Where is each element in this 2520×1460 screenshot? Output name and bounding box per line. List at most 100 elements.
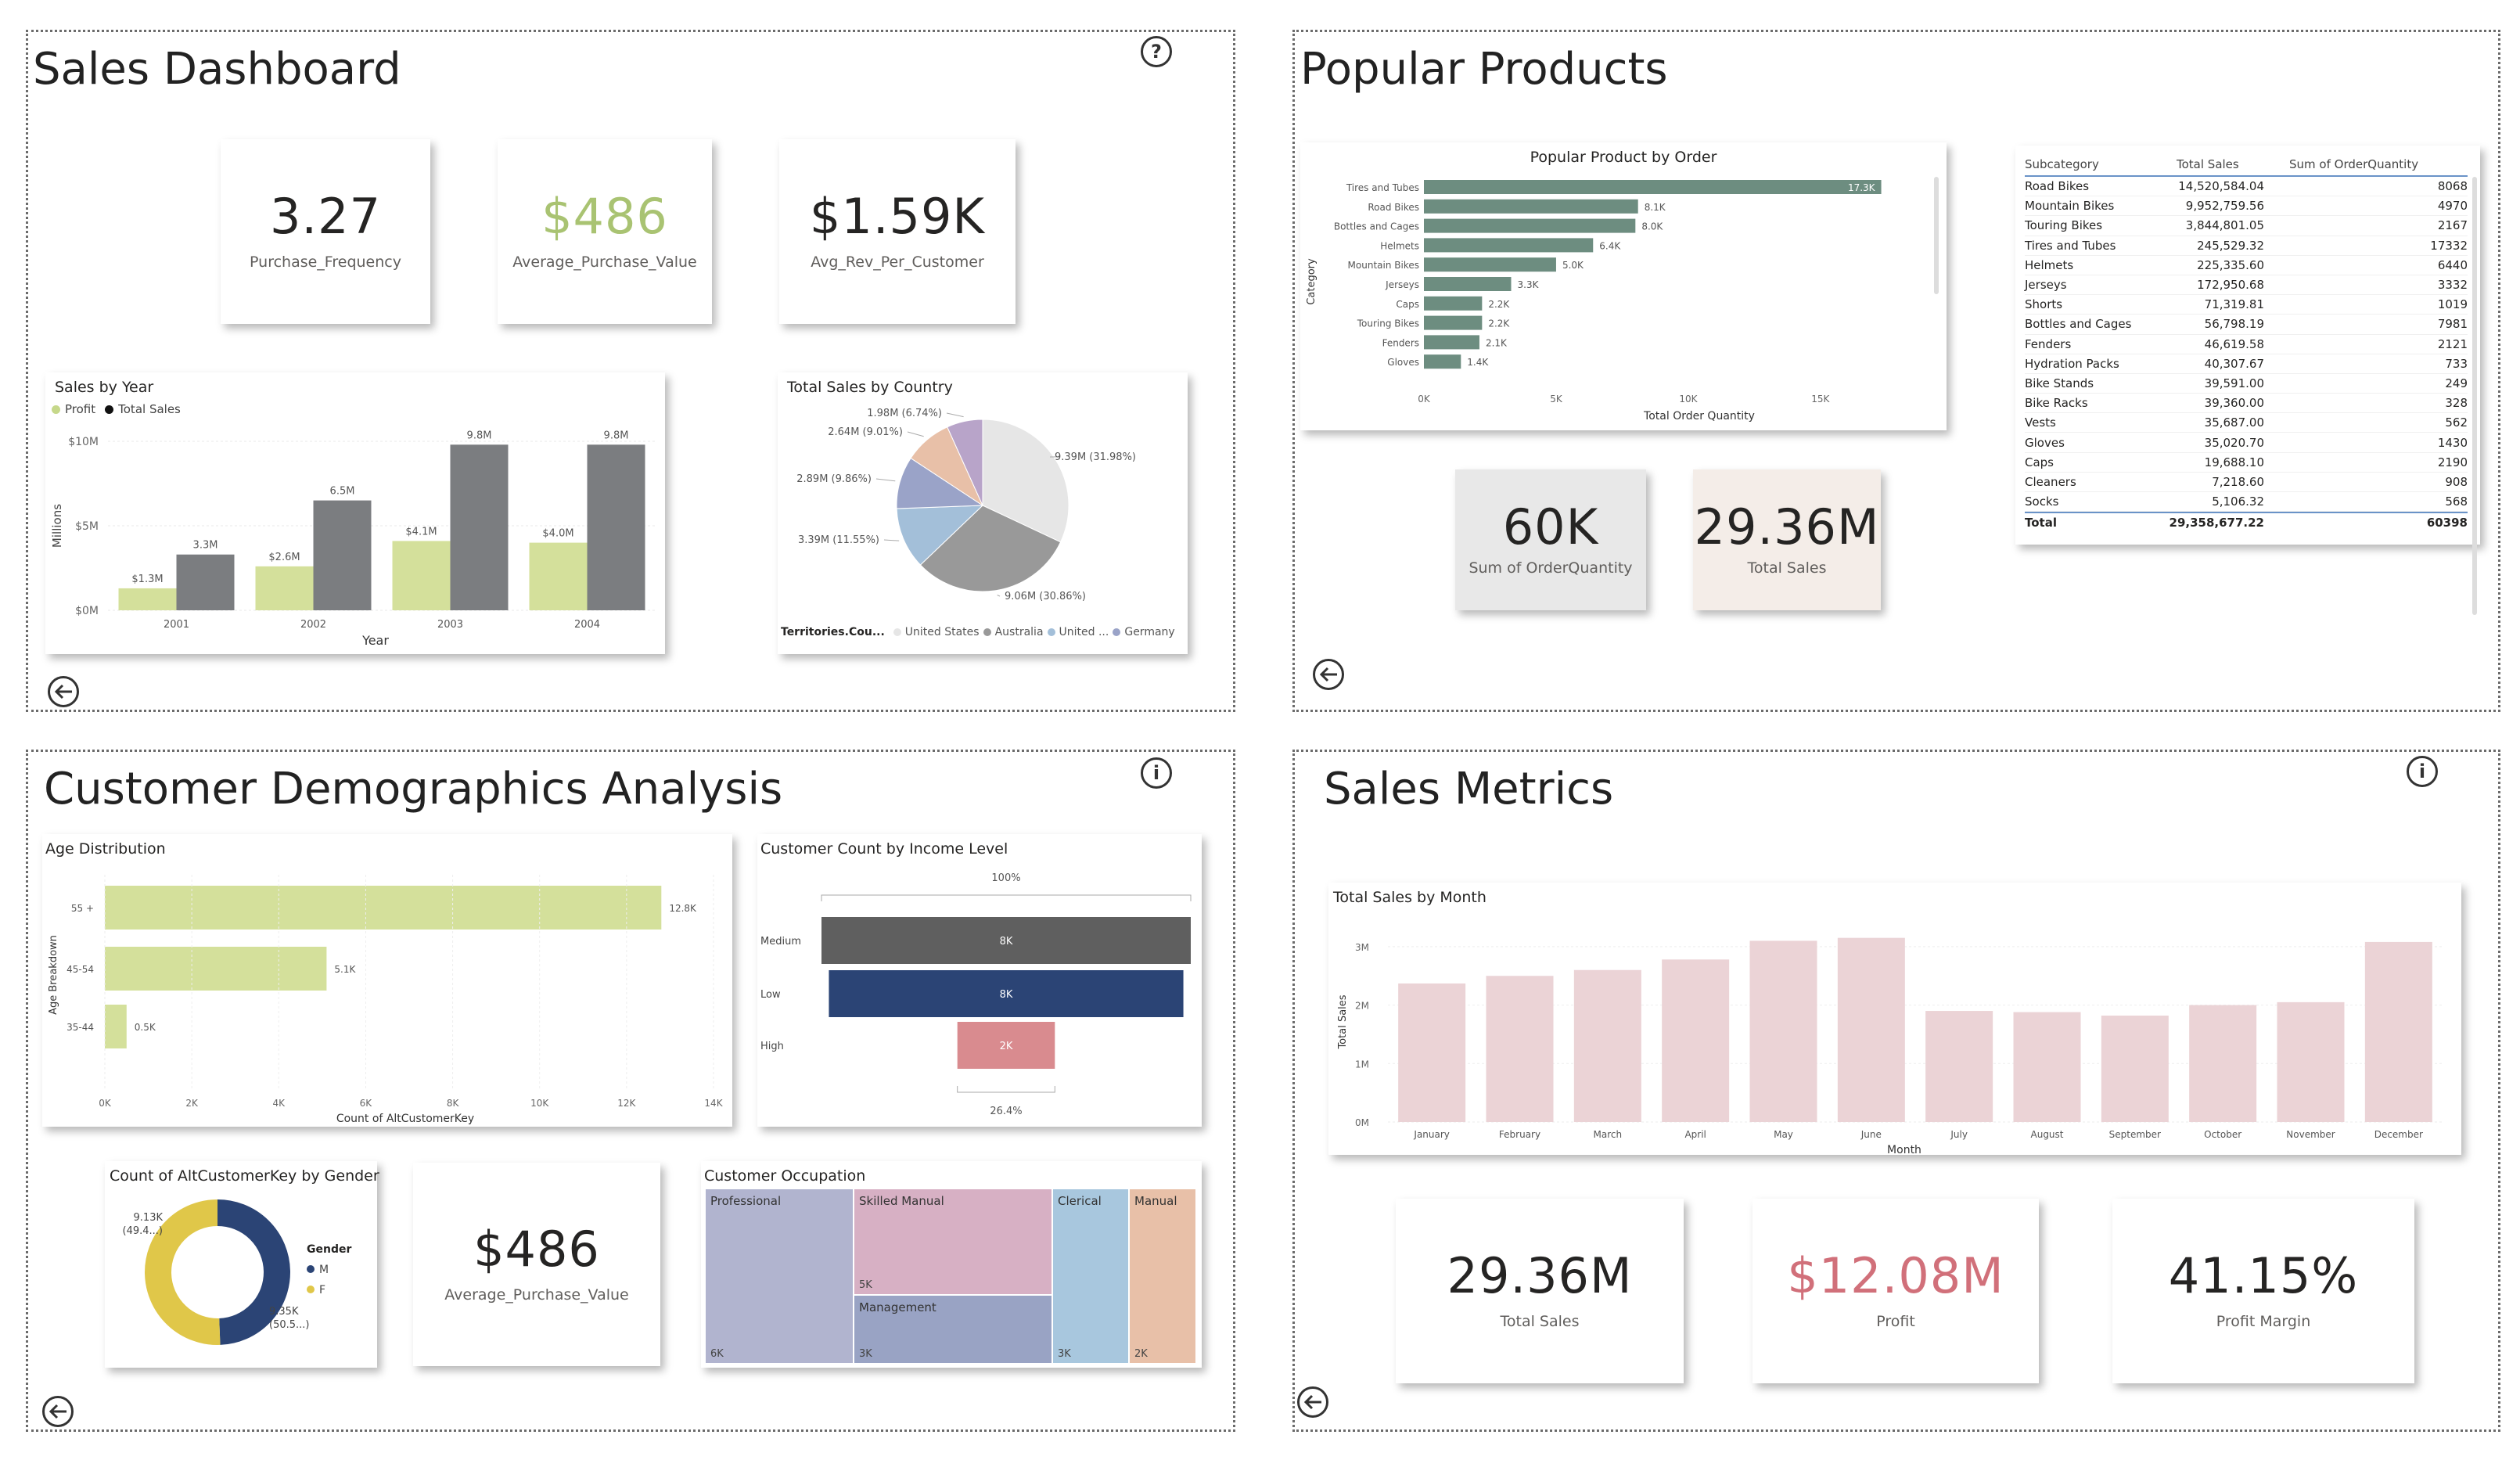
- table-cell: 328: [2445, 396, 2468, 411]
- table-scrollbar[interactable]: [2472, 177, 2477, 615]
- table-cell: 29,358,677.22: [2169, 515, 2264, 530]
- data-label: $1.3M: [131, 574, 163, 585]
- treemap-body: Professional 6K Skilled Manual 5K Management…: [706, 1189, 1195, 1363]
- kpi-card-average-purchase-value-2: $486 Average_Purchase_Value: [413, 1163, 660, 1366]
- tile-value: 2K: [1134, 1348, 1148, 1360]
- data-label: 5.1K: [334, 964, 356, 975]
- tile-value: 3K: [859, 1348, 872, 1360]
- sales-dashboard-panel: [26, 30, 1235, 712]
- chart-title: Count of AltCustomerKey by Gender: [110, 1167, 379, 1185]
- x-tick-label: 2004: [574, 619, 600, 631]
- table-row[interactable]: Gloves 35,020.70 1430: [2025, 433, 2468, 453]
- data-label: 6.5M: [330, 486, 355, 498]
- table-row[interactable]: Socks 5,106.32 568: [2025, 492, 2468, 512]
- info-icon[interactable]: i: [1141, 757, 1172, 789]
- customer-count-by-income-chart[interactable]: Customer Count by Income Level 100% Mediu…: [757, 834, 1202, 1127]
- bar: [105, 947, 327, 991]
- back-arrow-icon[interactable]: [42, 1396, 74, 1427]
- category-label: Gloves: [1387, 357, 1419, 368]
- income-funnel-plot: 100% Medium 8K Low 8K High 2K 26.4%: [760, 872, 1192, 1117]
- legend-dot: [307, 1286, 315, 1293]
- legend-label: Germany: [1124, 626, 1175, 638]
- x-tick-label: 2003: [437, 619, 463, 631]
- y-axis-label: Category: [1306, 258, 1318, 305]
- subcategory-table[interactable]: Subcategory Total Sales Sum of OrderQuan…: [2015, 146, 2480, 615]
- table-cell: Tires and Tubes: [2025, 238, 2116, 253]
- treemap-tile[interactable]: Skilled Manual 5K: [854, 1189, 1051, 1294]
- table-row[interactable]: Bottles and Cages 56,798.19 7981: [2025, 315, 2468, 335]
- legend-label: United ...: [1059, 626, 1109, 638]
- sales-by-year-chart[interactable]: Sales by Year Profit Total Sales $0M $5M $…: [45, 372, 665, 654]
- help-icon[interactable]: ?: [1141, 36, 1172, 67]
- info-icon[interactable]: i: [2407, 756, 2438, 787]
- legend-dot: [1113, 628, 1121, 636]
- y-tick-label: 0M: [1355, 1117, 1369, 1128]
- column-header[interactable]: Total Sales: [2177, 157, 2239, 171]
- leader-line: [875, 478, 896, 482]
- treemap-tile[interactable]: Professional 6K: [706, 1189, 853, 1363]
- table-row[interactable]: Mountain Bikes 9,952,759.56 4970: [2025, 196, 2468, 217]
- table-cell: Gloves: [2025, 435, 2065, 450]
- table-row[interactable]: Vests 35,687.00 562: [2025, 413, 2468, 433]
- table-row[interactable]: Tires and Tubes 245,529.32 17332: [2025, 236, 2468, 256]
- table-row[interactable]: Fenders 46,619.58 2121: [2025, 335, 2468, 354]
- funnel-bottom-label: 26.4%: [990, 1106, 1022, 1117]
- column-header[interactable]: Sum of OrderQuantity: [2289, 157, 2419, 171]
- table-row[interactable]: Hydration Packs 40,307.67 733: [2025, 354, 2468, 374]
- table-cell: 17332: [2430, 238, 2468, 253]
- kpi-label: Avg_Rev_Per_Customer: [811, 254, 984, 271]
- table-cell: 71,319.81: [2204, 297, 2264, 312]
- table-row[interactable]: Caps 19,688.10 2190: [2025, 453, 2468, 473]
- back-arrow-icon[interactable]: [48, 676, 79, 707]
- category-label: Fenders: [1382, 337, 1419, 348]
- x-tick-label: 10K: [530, 1098, 549, 1109]
- legend-label: Profit: [65, 402, 96, 416]
- kpi-label: Profit: [1876, 1313, 1915, 1330]
- leader-line: [883, 539, 900, 541]
- age-distribution-chart[interactable]: Age Distribution 55 + 12.8K 45-54 5.1K 35-44…: [42, 834, 732, 1127]
- popular-product-by-order-chart[interactable]: Popular Product by Order Tires and Tubes…: [1300, 142, 1947, 430]
- data-label: 9.8M: [604, 430, 629, 441]
- table-row[interactable]: Road Bikes 14,520,584.04 8068: [2025, 177, 2468, 197]
- treemap-tile[interactable]: Manual 2K: [1130, 1189, 1195, 1363]
- donut-slice-m: [217, 1199, 290, 1345]
- total-sales-by-country-chart[interactable]: Total Sales by Country 9.39M (31.98%) 9.0…: [778, 372, 1188, 654]
- chart-title: Total Sales by Country: [787, 379, 953, 396]
- tile-value: 5K: [859, 1279, 872, 1291]
- table-row[interactable]: Jerseys 172,950.68 3332: [2025, 275, 2468, 296]
- gender-donut-chart[interactable]: Count of AltCustomerKey by Gender 9.13K …: [105, 1161, 379, 1368]
- table-cell: 35,020.70: [2204, 435, 2264, 450]
- table-row[interactable]: Bike Racks 39,360.00 328: [2025, 394, 2468, 414]
- legend-dot-total-sales: [105, 405, 114, 414]
- sales-metrics-panel: [1292, 750, 2500, 1432]
- treemap-tile[interactable]: Management 3K: [854, 1296, 1051, 1363]
- table-row[interactable]: Bike Stands 39,591.00 249: [2025, 374, 2468, 394]
- x-tick-label: 2001: [164, 619, 189, 631]
- total-sales-by-month-chart[interactable]: Total Sales by Month 0M 1M 2M 3M Total Sales…: [1328, 883, 2461, 1155]
- x-tick-label: 14K: [704, 1098, 723, 1109]
- table-row[interactable]: Shorts 71,319.81 1019: [2025, 295, 2468, 315]
- kpi-value: $12.08M: [1787, 1247, 2004, 1304]
- back-arrow-icon[interactable]: [1297, 1386, 1328, 1418]
- bar: [1573, 969, 1641, 1122]
- data-label: 8.0K: [1641, 221, 1663, 232]
- data-label: 3.3M: [193, 540, 218, 552]
- table-row[interactable]: Cleaners 7,218.60 908: [2025, 473, 2468, 492]
- x-tick-label: 0K: [1418, 394, 1431, 405]
- bar: [2277, 1002, 2345, 1122]
- treemap-tile[interactable]: Clerical 3K: [1053, 1189, 1128, 1363]
- bar-profit: [529, 542, 588, 610]
- data-label: 9.8M: [467, 430, 492, 441]
- y-axis-label: Total Sales: [1337, 994, 1349, 1049]
- table-row[interactable]: Touring Bikes 3,844,801.05 2167: [2025, 216, 2468, 236]
- customer-occupation-treemap[interactable]: Customer Occupation Professional 6K Skille…: [701, 1161, 1202, 1368]
- kpi-value: 60K: [1502, 498, 1599, 556]
- bar: [1424, 335, 1479, 350]
- kpi-card-profit: $12.08M Profit: [1752, 1199, 2039, 1383]
- back-arrow-icon[interactable]: [1313, 659, 1344, 690]
- category-label: Low: [760, 989, 781, 1001]
- table-total-row[interactable]: Total 29,358,677.22 60398: [2025, 512, 2468, 531]
- table-row[interactable]: Helmets 225,335.60 6440: [2025, 256, 2468, 275]
- data-label: 9.39M (31.98%): [1055, 451, 1136, 463]
- column-header[interactable]: Subcategory: [2025, 157, 2099, 171]
